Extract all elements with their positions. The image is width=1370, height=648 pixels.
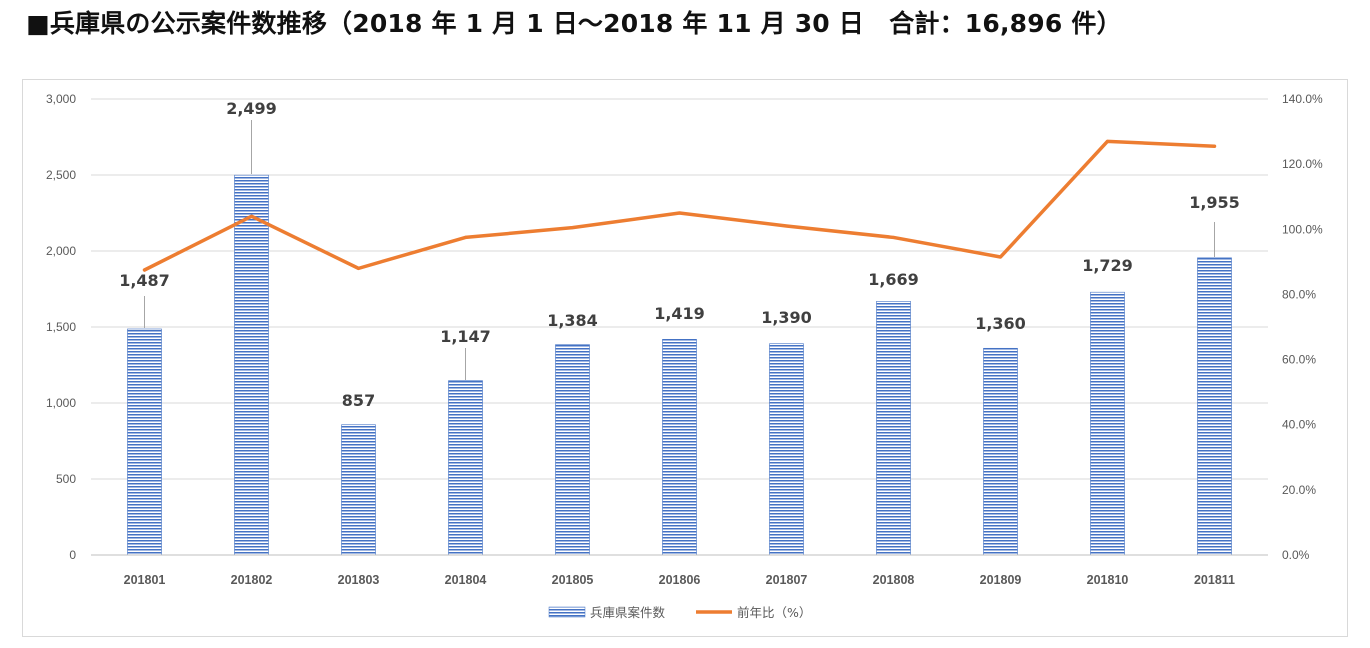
left-tick-label: 2,500 [46,168,76,182]
x-tick-label: 201807 [766,573,808,587]
left-tick-label: 500 [56,472,76,486]
data-label-201803: 857 [342,391,375,410]
yoy-point-201809 [999,255,1002,259]
right-tick-label: 40.0% [1282,418,1316,432]
left-tick-label: 0 [69,548,76,562]
line-series [142,139,1217,272]
yoy-point-201805 [571,226,574,230]
yoy-point-201806 [678,211,681,215]
data-label-201810: 1,729 [1082,256,1133,275]
bar-201811 [1197,257,1232,556]
leader-lines [144,120,1215,380]
bar-series [127,174,1232,556]
x-tick-label: 201809 [980,573,1022,587]
bar-201802 [234,174,269,556]
right-tick-label: 0.0% [1282,548,1310,562]
data-label-201809: 1,360 [975,314,1026,333]
yoy-point-201804 [464,235,467,239]
data-label-201807: 1,390 [761,308,812,327]
left-tick-label: 1,500 [46,320,76,334]
legend: 兵庫県案件数 前年比（%） [548,605,811,620]
yoy-point-201801 [143,268,146,272]
yoy-point-201807 [785,224,788,228]
right-tick-label: 60.0% [1282,353,1316,367]
bar-201810 [1090,291,1125,556]
yoy-point-201810 [1106,139,1109,143]
data-label-201805: 1,384 [547,311,598,330]
yoy-point-201811 [1213,144,1216,148]
data-label-201804: 1,147 [440,327,491,346]
bar-201804 [448,380,483,556]
data-label-201806: 1,419 [654,304,705,323]
data-label-201811: 1,955 [1189,193,1240,212]
left-axis: 0 500 1,000 1,500 2,000 2,500 3,000 [46,92,76,562]
page-title: ■兵庫県の公示案件数推移（2018 年 1 月 1 日～2018 年 11 月 … [26,9,1122,38]
bar-201805 [555,344,590,556]
legend-bar-label: 兵庫県案件数 [590,605,666,620]
x-tick-label: 201811 [1194,573,1235,587]
x-tick-label: 201806 [659,573,701,587]
bar-201803 [341,424,376,556]
bar-201806 [662,339,697,556]
bar-201807 [769,343,804,556]
yoy-point-201802 [250,214,253,218]
right-tick-label: 140.0% [1282,92,1323,106]
data-labels: 1,487 2,499 857 1,147 1,384 1,419 1,390 1,669 1,… [119,99,1240,410]
legend-bar-swatch [548,606,586,618]
left-tick-label: 1,000 [46,396,76,410]
x-tick-label: 201803 [338,573,380,587]
bar-201801 [127,328,162,556]
yoy-point-201808 [892,235,895,239]
right-tick-label: 120.0% [1282,157,1323,171]
x-tick-label: 201804 [445,573,487,587]
left-tick-label: 2,000 [46,244,76,258]
x-tick-label: 201805 [552,573,594,587]
bar-201808 [876,301,911,556]
data-label-201801: 1,487 [119,271,170,290]
right-axis: 0.0% 20.0% 40.0% 60.0% 80.0% 100.0% 120.0% 140.… [1282,92,1323,562]
right-tick-label: 100.0% [1282,222,1323,236]
left-tick-label: 3,000 [46,92,76,106]
x-tick-label: 201808 [873,573,915,587]
x-tick-label: 201810 [1087,573,1129,587]
x-tick-label: 201802 [231,573,273,587]
yoy-point-201803 [357,266,360,270]
data-label-201808: 1,669 [868,270,919,289]
right-tick-label: 20.0% [1282,483,1316,497]
x-axis: 201801 201802 201803 201804 201805 201806 2018… [91,554,1268,587]
legend-line-label: 前年比（%） [737,605,811,620]
bar-201809 [983,347,1018,556]
right-tick-label: 80.0% [1282,287,1316,301]
x-tick-label: 201801 [124,573,166,587]
data-label-201802: 2,499 [226,99,277,118]
